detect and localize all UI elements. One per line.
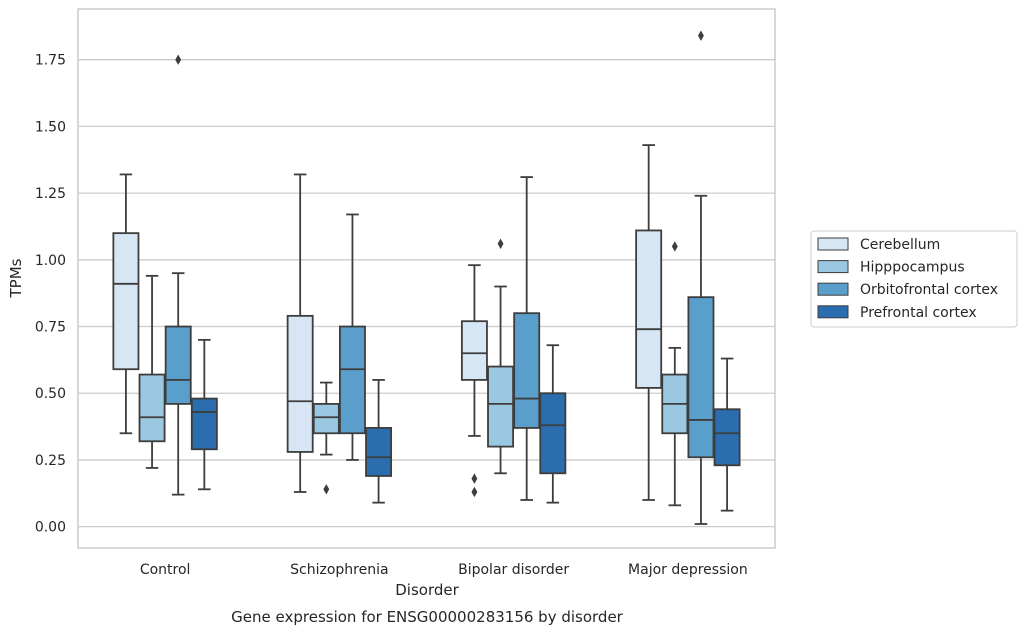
x-tick-label: Schizophrenia [290, 562, 388, 578]
box-orbitofrontal-cortex-3 [687, 30, 715, 525]
outlier-point [671, 241, 678, 252]
y-tick-label: 1.00 [35, 253, 66, 269]
boxes [112, 30, 741, 525]
box-iqr [286, 314, 314, 453]
box-prefrontal-cortex-3 [713, 357, 741, 512]
box-iqr [365, 427, 393, 477]
outlier-point [323, 484, 330, 495]
y-tick-label: 0.00 [35, 520, 66, 536]
box-orbitofrontal-cortex-2 [513, 176, 541, 501]
outlier-point [497, 238, 504, 250]
box-iqr [513, 312, 541, 429]
legend-swatch [817, 260, 849, 274]
box-iqr [635, 229, 663, 389]
outlier-point [471, 473, 478, 484]
box-hipppocampus-2 [487, 238, 515, 475]
plot-area [77, 8, 776, 549]
box-cerebellum-1 [286, 173, 314, 493]
box-iqr [138, 373, 166, 443]
legend: Cerebellum Hipppocampus Orbitofrontal cort… [810, 230, 1018, 328]
box-iqr [312, 403, 340, 435]
chart-caption: Gene expression for ENSG00000283156 by d… [231, 608, 624, 626]
gridlines [78, 59, 775, 528]
box-hipppocampus-3 [661, 241, 689, 507]
box-iqr [460, 320, 488, 381]
y-axis-ticks: 0.00 0.25 0.50 0.75 1.00 1.25 1.50 1.75 [35, 53, 66, 536]
legend-label: Cerebellum [860, 237, 940, 253]
legend-swatch [817, 237, 849, 251]
box-iqr [687, 296, 715, 459]
x-tick-label: Major depression [628, 562, 748, 578]
legend-label: Orbitofrontal cortex [860, 282, 998, 298]
x-tick-label: Control [140, 562, 191, 578]
box-iqr [338, 325, 366, 435]
box-orbitofrontal-cortex-0 [164, 54, 192, 496]
legend-label: Prefrontal cortex [860, 305, 977, 321]
box-prefrontal-cortex-2 [539, 344, 567, 504]
box-prefrontal-cortex-0 [190, 338, 218, 491]
legend-swatch [817, 305, 849, 319]
y-tick-label: 1.75 [35, 53, 66, 69]
outlier-point [175, 54, 182, 65]
box-hipppocampus-1 [312, 381, 340, 495]
x-tick-label: Bipolar disorder [458, 562, 569, 578]
box-iqr [164, 325, 192, 405]
box-iqr [487, 365, 515, 448]
box-prefrontal-cortex-1 [365, 378, 393, 504]
y-tick-label: 0.25 [35, 453, 66, 469]
y-tick-label: 0.75 [35, 320, 66, 336]
box-orbitofrontal-cortex-1 [338, 213, 366, 461]
box-cerebellum-2 [460, 264, 488, 498]
legend-label: Hipppocampus [860, 260, 965, 276]
box-iqr [112, 232, 140, 371]
y-tick-label: 1.25 [35, 186, 66, 202]
box-iqr [539, 392, 567, 475]
box-iqr [190, 397, 218, 451]
box-hipppocampus-0 [138, 274, 166, 469]
x-axis-label: Disorder [395, 581, 459, 599]
x-axis-ticks: Control Schizophrenia Bipolar disorder Majo… [140, 562, 748, 578]
box-cerebellum-3 [635, 144, 663, 501]
outlier-point [471, 486, 478, 498]
outlier-point [698, 30, 704, 41]
legend-swatch [817, 282, 849, 296]
box-iqr [713, 408, 741, 467]
box-cerebellum-0 [112, 173, 140, 435]
y-tick-label: 1.50 [35, 119, 66, 135]
y-axis-label: TPMs [7, 258, 25, 298]
y-tick-label: 0.50 [35, 386, 66, 402]
legend-frame [810, 230, 1018, 328]
